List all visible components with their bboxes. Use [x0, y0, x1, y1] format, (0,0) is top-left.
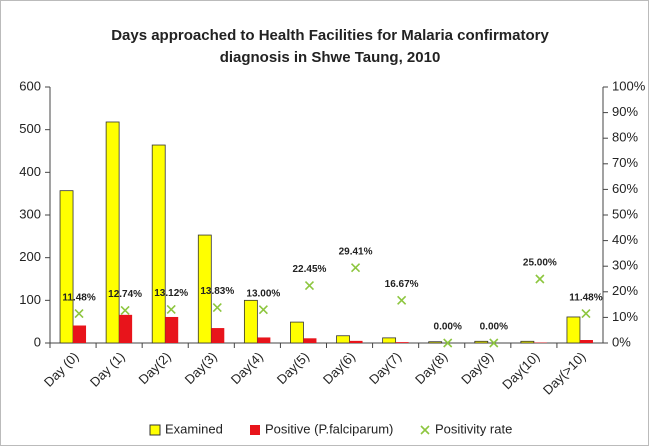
y2-tick-label: 80% — [612, 130, 638, 145]
marker — [397, 295, 407, 305]
legend-label: Positivity rate — [435, 421, 512, 436]
marker — [120, 305, 130, 315]
y-tick-label: 400 — [19, 164, 41, 179]
marker — [443, 338, 453, 348]
data-label: 11.48% — [569, 292, 602, 303]
marker — [535, 274, 545, 284]
data-label: 13.00% — [246, 288, 280, 299]
y-tick-label: 100 — [19, 292, 41, 307]
data-label: 29.41% — [339, 246, 373, 257]
data-label: 0.00% — [434, 322, 462, 333]
data-label: 12.74% — [108, 289, 142, 300]
legend-label: Positive (P.falciparum) — [265, 421, 393, 436]
y-tick-label: 0 — [34, 334, 41, 349]
y2-tick-label: 90% — [612, 104, 638, 119]
bar — [105, 121, 120, 344]
y2-tick-label: 40% — [612, 232, 638, 247]
bar — [303, 338, 317, 343]
chart-title: Days approached to Health Facilities for… — [111, 27, 549, 44]
y-tick-label: 300 — [19, 206, 41, 221]
bar — [257, 337, 271, 343]
bar — [566, 316, 581, 344]
marker — [166, 304, 176, 314]
y2-tick-label: 0% — [612, 334, 631, 349]
y2-tick-label: 60% — [612, 181, 638, 196]
legend-swatch — [250, 425, 260, 435]
data-label: 13.83% — [200, 286, 234, 297]
legend-label: Examined — [165, 421, 223, 436]
bar — [290, 321, 304, 344]
data-label: 13.12% — [154, 288, 188, 299]
marker — [258, 305, 268, 315]
y2-tick-label: 20% — [612, 283, 638, 298]
marker — [74, 309, 84, 319]
legend-swatch — [420, 425, 430, 435]
marker — [489, 338, 499, 348]
bar — [73, 325, 87, 343]
bar — [579, 340, 593, 343]
data-label: 11.48% — [62, 292, 95, 303]
marker — [304, 280, 315, 291]
legend-swatch — [149, 424, 161, 436]
bar — [336, 335, 350, 344]
marker — [350, 263, 361, 273]
y2-tick-label: 30% — [612, 258, 638, 273]
y2-tick-label: 100% — [612, 78, 646, 93]
marker — [212, 303, 222, 313]
bar — [59, 190, 74, 344]
data-label: 16.67% — [385, 279, 419, 290]
bar — [165, 316, 179, 343]
bar — [428, 341, 443, 344]
bar — [119, 314, 133, 343]
data-label: 25.00% — [523, 258, 557, 269]
bar — [520, 340, 535, 344]
y-tick-label: 200 — [19, 249, 41, 264]
bar — [395, 342, 409, 343]
bar — [349, 340, 363, 343]
data-label: 22.45% — [292, 264, 326, 275]
chart-title: diagnosis in Shwe Taung, 2010 — [220, 49, 441, 66]
y2-tick-label: 70% — [612, 155, 638, 170]
y2-tick-label: 50% — [612, 206, 638, 221]
bar — [197, 234, 212, 344]
y-tick-label: 600 — [19, 78, 41, 93]
y-tick-label: 500 — [19, 121, 41, 136]
data-label: 0.00% — [480, 322, 508, 333]
bar — [474, 340, 489, 344]
bar — [382, 337, 397, 344]
bar — [211, 328, 225, 343]
marker — [581, 309, 591, 319]
bar — [243, 299, 258, 344]
bar — [151, 144, 166, 344]
y2-tick-label: 10% — [612, 309, 638, 324]
